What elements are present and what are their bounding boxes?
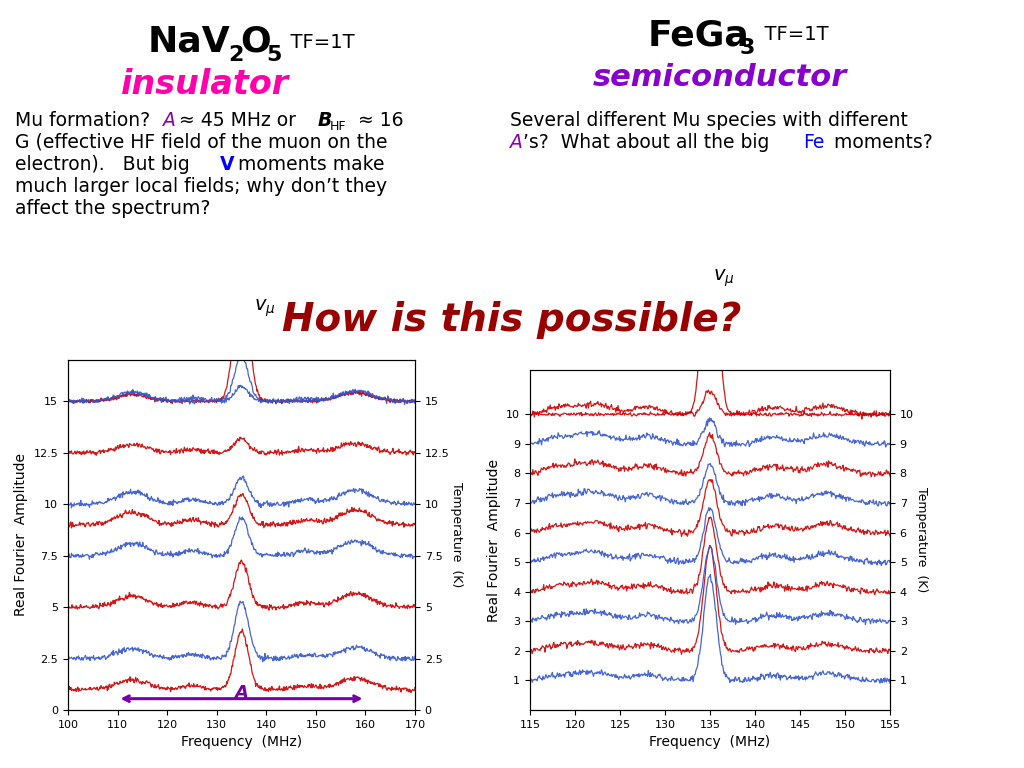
Text: Several different Mu species with different: Several different Mu species with differ… <box>510 111 908 130</box>
Text: 2: 2 <box>228 45 244 65</box>
Y-axis label: Temperature  (K): Temperature (K) <box>914 488 928 593</box>
Text: insulator: insulator <box>121 68 289 101</box>
Y-axis label: Temperature  (K): Temperature (K) <box>451 482 464 588</box>
Text: ’s?  What about all the big: ’s? What about all the big <box>523 133 775 151</box>
Text: O: O <box>240 25 270 59</box>
Text: B: B <box>318 111 332 130</box>
Text: 5: 5 <box>266 45 282 65</box>
Text: ≈ 16: ≈ 16 <box>352 111 403 130</box>
Text: $\mathit{v}_\mu$: $\mathit{v}_\mu$ <box>254 297 275 319</box>
Text: TF=1T: TF=1T <box>752 25 828 45</box>
Text: HF: HF <box>330 121 346 134</box>
Text: $\mathit{v}_\mu$: $\mathit{v}_\mu$ <box>713 267 735 289</box>
X-axis label: Frequency  (MHz): Frequency (MHz) <box>649 735 771 750</box>
Text: much larger local fields; why don’t they: much larger local fields; why don’t they <box>15 177 387 196</box>
Text: ≈ 45 MHz or: ≈ 45 MHz or <box>173 111 302 130</box>
Text: A: A <box>163 111 176 130</box>
Text: Fe: Fe <box>803 133 824 151</box>
Y-axis label: Real Fourier  Amplitude: Real Fourier Amplitude <box>14 453 28 617</box>
Text: A: A <box>234 684 249 701</box>
X-axis label: Frequency  (MHz): Frequency (MHz) <box>181 735 302 750</box>
Text: TF=1T: TF=1T <box>278 32 354 51</box>
Text: affect the spectrum?: affect the spectrum? <box>15 198 210 217</box>
Text: electron).   But big: electron). But big <box>15 154 196 174</box>
Text: V: V <box>220 154 234 174</box>
Text: G (effective HF field of the muon on the: G (effective HF field of the muon on the <box>15 133 387 151</box>
Text: 3: 3 <box>740 38 756 58</box>
Text: moments make: moments make <box>232 154 384 174</box>
Text: How is this possible?: How is this possible? <box>283 301 741 339</box>
Y-axis label: Real Fourier  Amplitude: Real Fourier Amplitude <box>486 458 501 621</box>
Text: Mu formation?: Mu formation? <box>15 111 162 130</box>
Text: semiconductor: semiconductor <box>593 64 847 92</box>
Text: FeGa: FeGa <box>648 18 750 52</box>
Text: NaV: NaV <box>148 25 230 59</box>
Text: moments?: moments? <box>828 133 933 151</box>
Text: A: A <box>510 133 523 151</box>
